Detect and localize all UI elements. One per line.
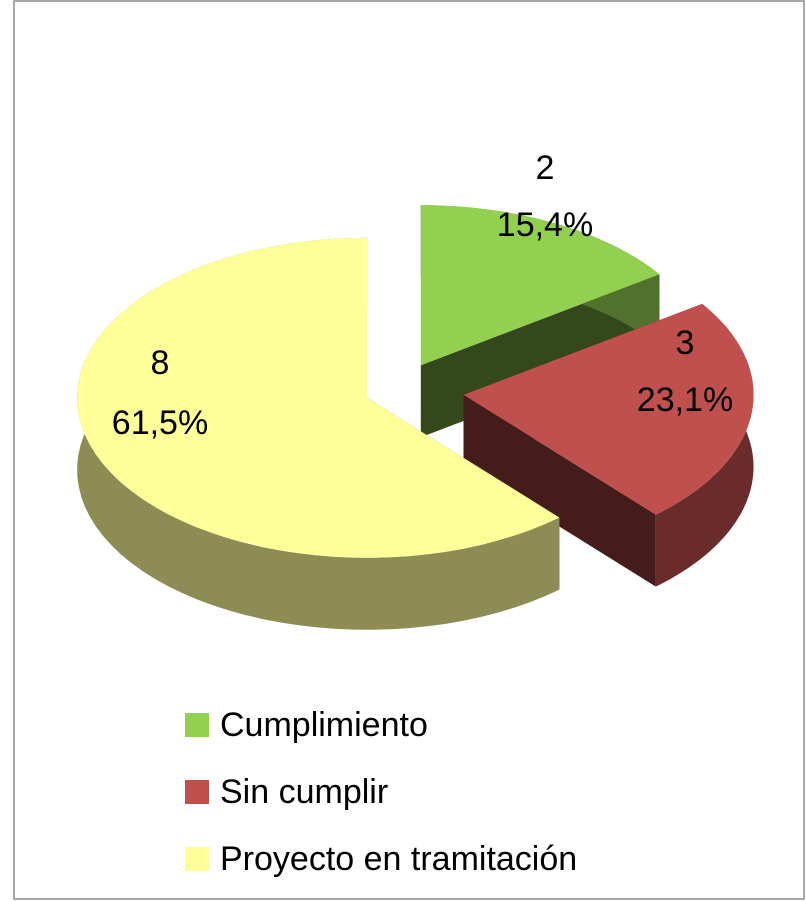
legend-swatch <box>185 780 209 804</box>
legend-label: Sin cumplir <box>220 773 388 811</box>
legend-label: Cumplimiento <box>220 706 428 744</box>
legend-swatch <box>185 713 209 737</box>
slice <box>420 205 660 366</box>
data-label-percent: 23,1% <box>637 381 733 419</box>
slice <box>463 303 754 515</box>
data-label-percent: 61,5% <box>112 404 208 442</box>
data-label-value: 2 <box>536 149 555 187</box>
data-label-value: 8 <box>151 344 170 382</box>
data-label-percent: 15,4% <box>497 206 593 244</box>
slice-wall <box>463 394 656 587</box>
data-label-value: 3 <box>676 324 695 362</box>
legend-label: Proyecto en tramitación <box>220 840 577 878</box>
slice <box>77 237 560 558</box>
legend-swatch <box>185 847 209 871</box>
